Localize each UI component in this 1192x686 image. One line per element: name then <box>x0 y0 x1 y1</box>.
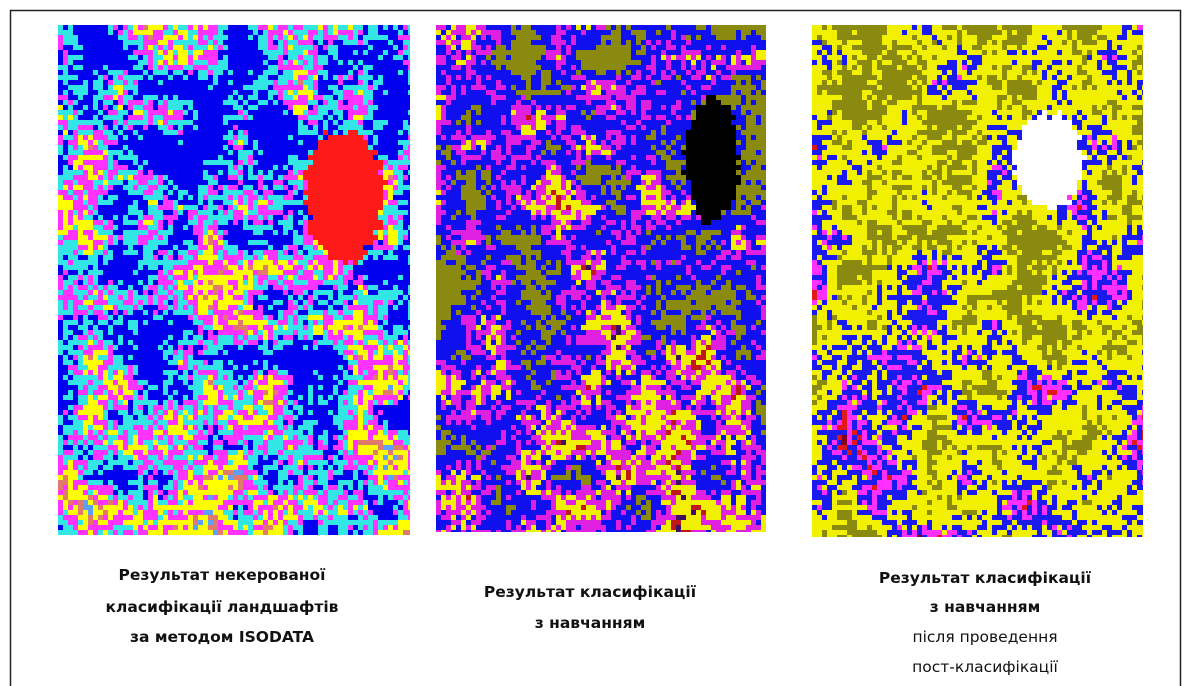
caption-bold: Результат класифікації <box>484 583 697 601</box>
caption-bold: за методом ISODATA <box>130 628 314 646</box>
caption-bold: класифікації ландшафтів <box>105 598 338 616</box>
caption-text: після проведення <box>912 628 1057 646</box>
caption-bold: Результат класифікації <box>879 569 1092 587</box>
classification-map <box>436 25 766 532</box>
classification-map <box>58 25 410 535</box>
caption-bold: з навчанням <box>930 598 1041 616</box>
classification-map <box>812 25 1143 537</box>
caption-text: пост-класифікації <box>912 658 1058 676</box>
caption-bold: з навчанням <box>535 614 646 632</box>
page: Результат некерованої класифікації ландша… <box>0 0 1192 686</box>
figure: Результат некерованої класифікації ландша… <box>0 0 1192 686</box>
caption-bold: Результат некерованої <box>119 566 327 584</box>
